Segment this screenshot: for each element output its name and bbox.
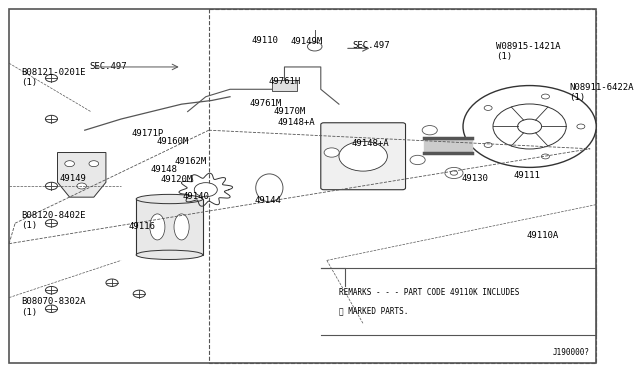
Text: 49160M: 49160M [156,137,188,146]
Circle shape [518,119,541,134]
Ellipse shape [136,250,203,260]
Circle shape [577,124,585,129]
Text: B08070-8302A
(1): B08070-8302A (1) [21,297,86,317]
Ellipse shape [410,155,425,165]
Circle shape [77,183,86,189]
Circle shape [45,182,58,190]
Circle shape [45,115,58,123]
Circle shape [45,286,58,294]
Circle shape [339,141,387,171]
Bar [273,80,296,91]
Circle shape [195,183,218,197]
Text: 49120M: 49120M [161,175,193,184]
Text: ⓐ MARKED PARTS.: ⓐ MARKED PARTS. [339,306,408,315]
Ellipse shape [256,174,283,202]
Circle shape [45,74,58,82]
Circle shape [45,219,58,227]
Text: 49148+A: 49148+A [277,118,315,127]
Text: N08911-6422A
(1): N08911-6422A (1) [569,83,634,102]
Ellipse shape [174,214,189,240]
Circle shape [106,279,118,286]
Text: 49111: 49111 [513,171,540,180]
Circle shape [484,142,492,147]
Circle shape [541,94,549,99]
Text: 49116: 49116 [129,222,156,231]
Text: 49144: 49144 [254,196,281,205]
Circle shape [45,305,58,312]
Text: 49148: 49148 [150,165,177,174]
Circle shape [493,104,566,149]
Text: 49162M: 49162M [174,157,207,166]
Text: 49149: 49149 [60,174,86,183]
Text: 49140: 49140 [183,192,210,201]
Text: 49130: 49130 [461,174,488,183]
Text: REMARKS - - - PART CODE 49110K INCLUDES: REMARKS - - - PART CODE 49110K INCLUDES [339,288,519,296]
Text: 49148+A: 49148+A [351,139,388,148]
Text: 49761H: 49761H [268,77,300,86]
FancyBboxPatch shape [321,123,406,190]
Circle shape [541,154,549,159]
Circle shape [65,161,74,167]
Text: B08120-8402E
(1): B08120-8402E (1) [21,211,86,230]
Circle shape [463,86,596,167]
Text: 49171P: 49171P [132,129,164,138]
Text: SEC.497: SEC.497 [353,41,390,50]
Ellipse shape [136,194,203,204]
Circle shape [133,290,145,298]
Text: J190000?: J190000? [553,348,590,357]
Ellipse shape [451,171,458,175]
Ellipse shape [324,148,339,157]
Circle shape [89,161,99,167]
Text: B08121-0201E
(1): B08121-0201E (1) [21,68,86,87]
Text: W08915-1421A
(1): W08915-1421A (1) [496,42,561,61]
Text: 49110A: 49110A [527,231,559,240]
Ellipse shape [150,214,165,240]
Polygon shape [58,153,106,197]
Text: 49110: 49110 [251,36,278,45]
Circle shape [484,106,492,110]
Ellipse shape [422,126,437,135]
Circle shape [307,42,322,51]
Text: 49170M: 49170M [273,107,306,116]
Bar [136,199,203,255]
Ellipse shape [445,167,463,179]
Text: SEC.497: SEC.497 [90,62,127,71]
Text: 49149M: 49149M [291,37,323,46]
Text: 49761M: 49761M [250,99,282,108]
